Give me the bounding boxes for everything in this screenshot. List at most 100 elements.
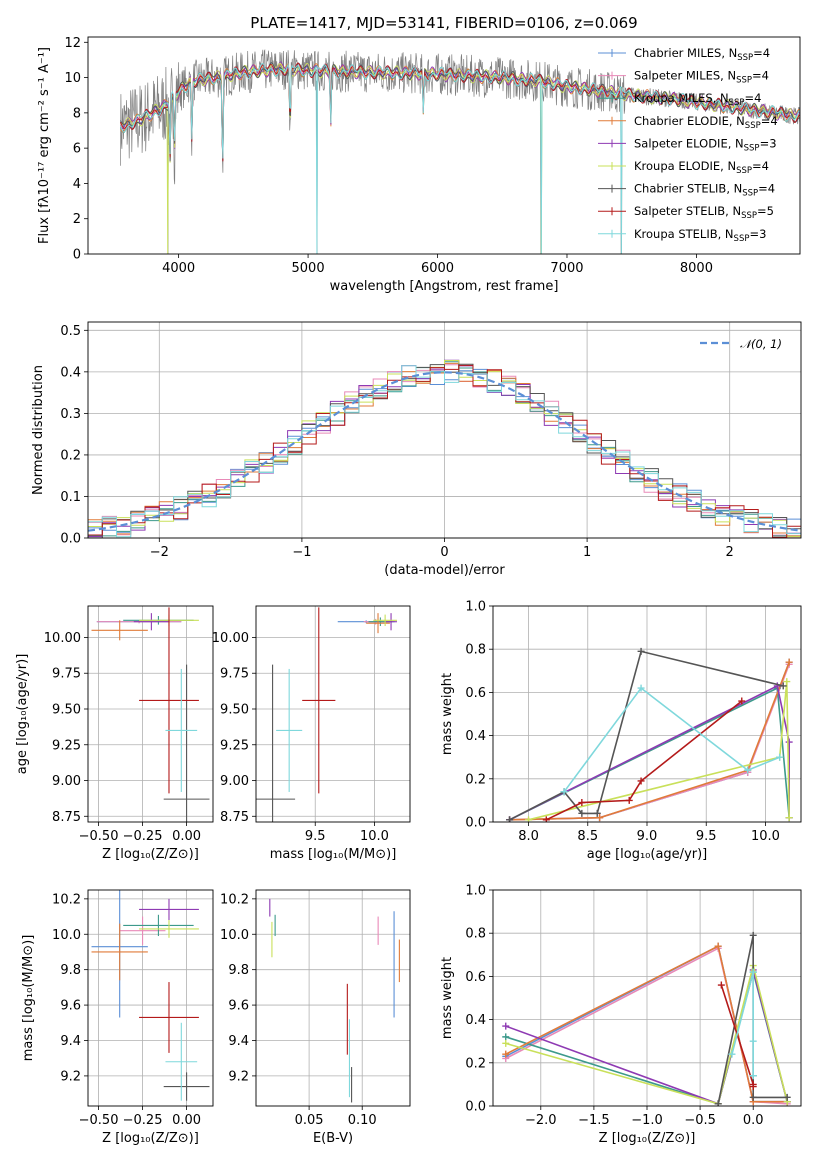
x-tick-label: 6000 [421,261,454,276]
x-tick-label: 7000 [550,261,583,276]
y-tick-label: 0.4 [465,1013,486,1028]
x-tick-label: 0.05 [295,1113,324,1128]
x-tick-label: 4000 [162,261,195,276]
x-axis-label: Z [log₁₀(Z/Z⊙)] [102,847,199,862]
legend-subscript: SSP [745,121,761,131]
y-tick-label: 9.4 [228,1034,249,1049]
spectrum-plot-area [119,49,800,254]
x-tick-label: 9.5 [696,829,717,844]
x-tick-label: 0.0 [743,1113,764,1128]
y-tick-label: 10.0 [220,928,249,943]
x-tick-label: 2 [726,545,734,560]
errorbar-chabrier_elodie [366,613,390,634]
series-point-salpeter_elodie [773,682,781,690]
series-point-chabrier_elodie [596,814,604,822]
x-tick-label: −2 [150,545,169,560]
errorbar-kroupa_elodie [373,614,397,627]
hist-kroupa_stelib [88,365,801,538]
series-line-chabrier_elodie [509,661,790,821]
y-tick-label: 6 [73,142,81,157]
legend-label: Salpeter STELIB, NSSP=5 [634,204,774,221]
massweight_vs_age-plot-area [506,647,793,822]
x-tick-label: 0.00 [172,829,201,844]
y-axis-label: Flux [fλ10⁻¹⁷ erg cm⁻² s⁻¹ A⁻¹] [37,47,52,244]
y-tick-label: 9.8 [60,963,81,978]
series-line-kroupa_elodie [505,965,788,1105]
x-axis-label: Z [log₁₀(Z/Z⊙)] [102,1131,199,1146]
x-tick-label: 9.5 [305,829,326,844]
series-point-chabrier_stelib [779,682,787,690]
series-point-salpeter_stelib [637,777,645,785]
legend-subscript: SSP [744,143,760,153]
legend-subscript: SSP [729,98,745,108]
legend-label: Chabrier ELODIE, NSSP=4 [634,114,778,131]
legend-value: =5 [757,204,774,218]
series-point-chabrier_stelib [783,1093,791,1101]
series-line-kroupa_miles [509,686,790,821]
y-tick-label: 0 [73,248,81,263]
y-tick-label: 0.2 [60,448,81,463]
y-tick-label: 9.6 [228,999,249,1014]
y-axis-label: mass [log₁₀(M/M⊙)] [21,935,36,1062]
series-line-kroupa_stelib [563,686,781,793]
y-tick-label: 0.4 [60,365,81,380]
series-point-kroupa_elodie [783,678,791,686]
mass_vs_ebv-panel: 0.05 0.10 9.2 9.4 9.6 9.8 10.0 10.2 E(B-V) [220,889,411,1146]
x-axis-label: (data-model)/error [384,563,505,578]
series-point-salpeter_stelib [625,796,633,804]
y-tick-label: 0.8 [465,643,486,658]
y-tick-label: 9.50 [220,702,249,717]
legend-subscript: SSP [734,234,750,244]
x-tick-label: −0.25 [123,1113,163,1128]
y-tick-label: 0.0 [465,1100,486,1115]
legend-subscript: SSP [741,211,757,221]
x-tick-label: 8.0 [518,829,539,844]
x-tick-label: 8.5 [577,829,598,844]
x-axis-label: mass [log₁₀(M/M⊙)] [270,847,397,862]
legend-label: Kroupa ELODIE, NSSP=4 [634,159,769,176]
series-point-salpeter_stelib [578,799,586,807]
y-tick-label: 4 [73,177,81,192]
x-tick-label: −0.50 [79,829,119,844]
chart-title: PLATE=1417, MJD=53141, FIBERID=0106, z=0… [250,14,637,32]
series-point-chabrier_stelib [578,809,586,817]
series-point-chabrier_stelib [637,647,645,655]
x-tick-label: 5000 [292,261,325,276]
y-tick-label: 10.00 [44,631,81,646]
errorbar-salpeter_stelib [139,607,199,794]
y-tick-label: 2 [73,212,81,227]
legend-text: Kroupa STELIB, N [634,227,734,241]
series-point-chabrier_elodie [502,1050,510,1058]
spectrum-model-kroupa_elodie [120,62,800,254]
series-point-kroupa_elodie [785,814,793,822]
legend-value: =4 [753,46,770,60]
y-tick-label: 0.2 [465,1056,486,1071]
spectrum-model-kroupa_stelib [119,62,800,254]
massweight_vs_Z-plot-area [502,931,791,1106]
errorbar-chabrier_stelib [163,1072,210,1101]
y-tick-label: 8 [73,106,81,121]
legend-value: =4 [758,182,775,196]
x-tick-label: −0.50 [79,1113,119,1128]
legend-text: Chabrier STELIB, N [634,182,742,196]
y-tick-label: 0.0 [465,816,486,831]
y-tick-label: 9.25 [220,738,249,753]
y-axis-label: mass weight [440,673,455,755]
normal-curve [88,371,801,532]
series-point-salpeter_stelib [542,816,550,822]
x-tick-label: 10.0 [360,829,389,844]
errorbar-chabrier_stelib [256,664,296,822]
series-point-salpeter_elodie [502,1022,510,1030]
axes-frame [87,36,801,255]
axes-frame [492,889,802,1107]
y-tick-label: 0.0 [60,532,81,547]
x-tick-label: 9.0 [637,829,658,844]
legend-value: =4 [761,114,778,128]
y-axis-label: mass weight [440,957,455,1039]
y-tick-label: 9.8 [228,963,249,978]
series-point-kroupa_stelib [749,1037,757,1045]
errorbar-chabrier_stelib [163,664,210,822]
legend-text: Kroupa ELODIE, N [634,159,736,173]
y-tick-label: 0.8 [465,927,486,942]
